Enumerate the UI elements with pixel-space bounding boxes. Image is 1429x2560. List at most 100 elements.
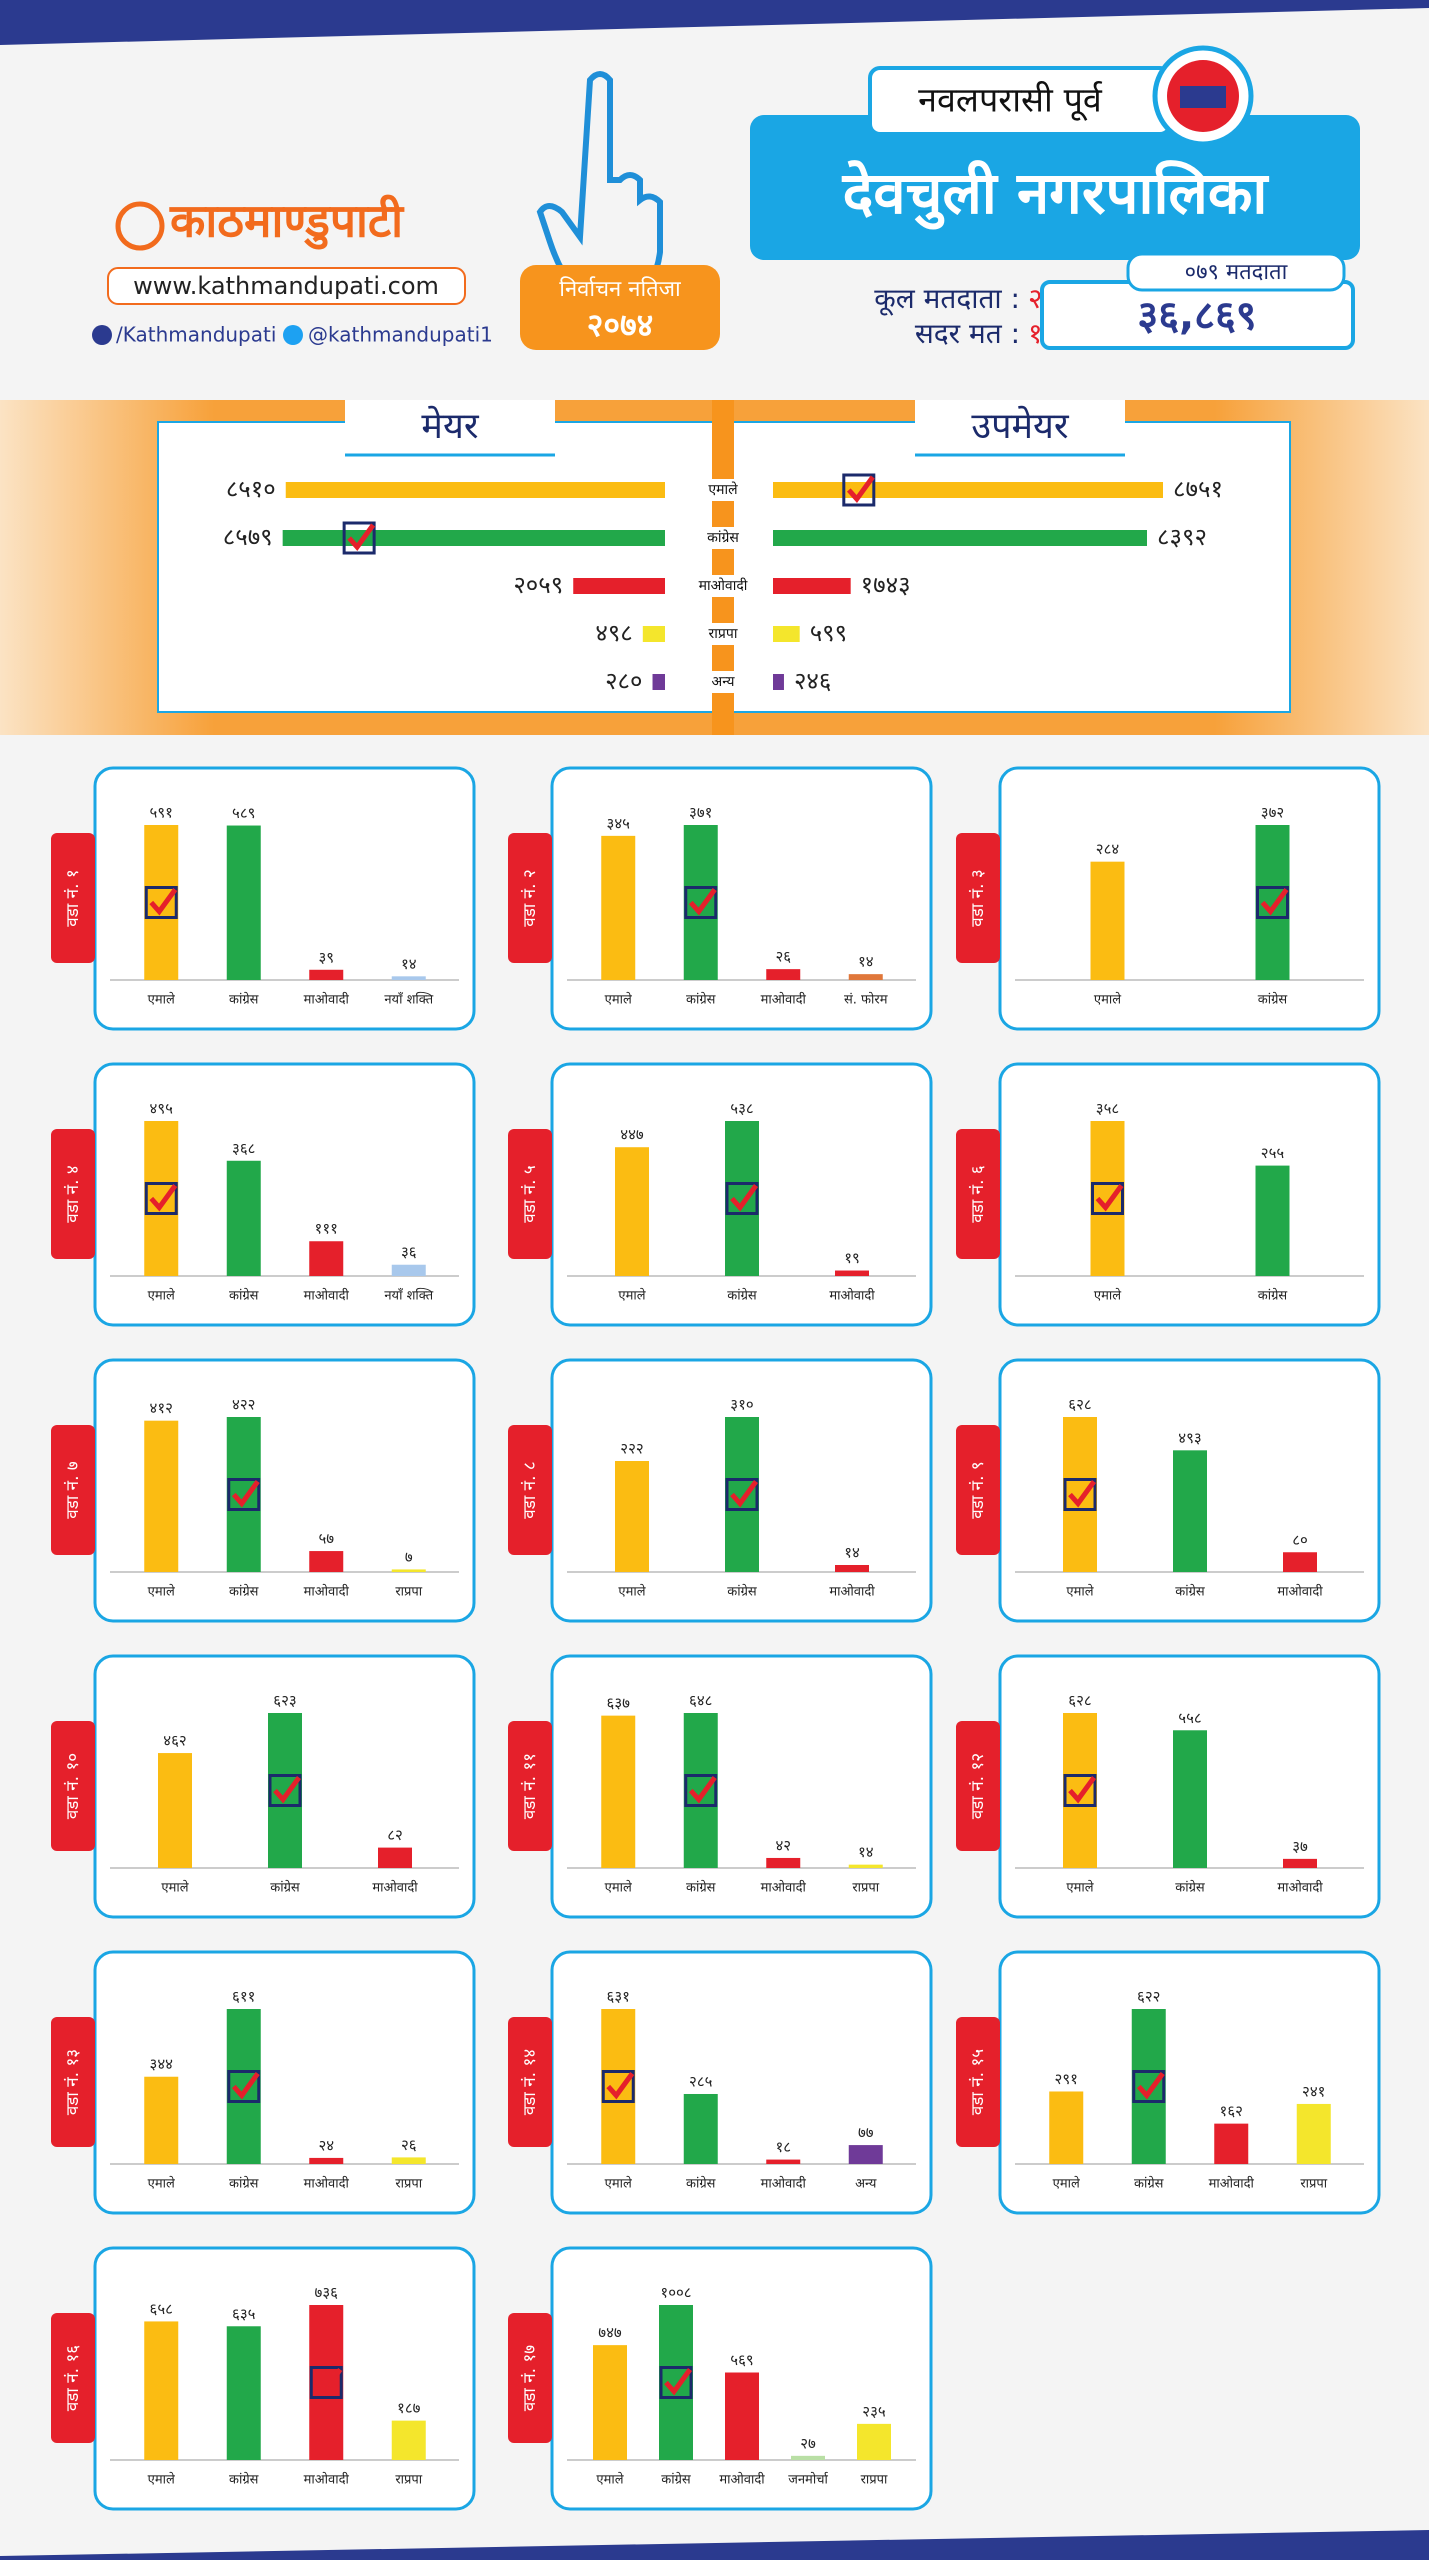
winner-tick (606, 2072, 635, 2100)
party-label-bg (695, 623, 751, 645)
bar (144, 1121, 179, 1276)
value-label: ४२२ (232, 1396, 255, 1414)
party-label: अन्य (712, 674, 736, 690)
category-label: कांग्रेस (229, 992, 259, 1008)
municipality-box (750, 115, 1360, 260)
winner-box (725, 1478, 759, 1511)
value-label: ४२ (775, 1836, 791, 1854)
winner-tick (664, 2368, 693, 2396)
value-label: १००८ (660, 2284, 691, 2302)
ward-label: वडा नं. ७ (63, 1461, 83, 1519)
bar (835, 1270, 869, 1276)
winner-tick (149, 888, 178, 916)
mayor-tab (345, 400, 555, 455)
bar (835, 1565, 869, 1572)
bar (773, 530, 1148, 546)
bar (391, 2420, 426, 2460)
party-label: एमाले (708, 481, 738, 498)
bar (1131, 2009, 1166, 2164)
value-label: ४१२ (150, 1399, 173, 1417)
bar (226, 2326, 261, 2460)
bar (1090, 1121, 1125, 1276)
bar (725, 2372, 759, 2460)
bottom-strip (0, 2530, 1429, 2560)
winner-box (1132, 2070, 1166, 2103)
bar (725, 1417, 759, 1572)
winner-box (309, 2366, 343, 2399)
bar (309, 2157, 344, 2164)
category-label: नयाँ शक्ति (384, 1288, 433, 1304)
winner-tick (1095, 1184, 1124, 1212)
value-label: ३९ (318, 948, 334, 966)
category-label: एमाले (618, 1288, 645, 1304)
value-label: ८२ (387, 1826, 403, 1844)
category-label: कांग्रेस (686, 2176, 716, 2192)
voters-079-tab (1126, 252, 1346, 292)
winner-box (1063, 1478, 1097, 1511)
party-label-bg (695, 575, 751, 597)
bar (848, 2145, 883, 2164)
party-label-bg (695, 479, 751, 501)
website-box (107, 267, 466, 305)
badge-year: २०७४ (587, 306, 654, 344)
municipality: देवचुली नगरपालिका (842, 159, 1270, 230)
logo-icon (115, 201, 165, 251)
category-label: एमाले (605, 992, 632, 1008)
value-label: ७ (405, 1548, 413, 1566)
category-label: एमाले (605, 1880, 632, 1896)
bar (226, 2009, 261, 2164)
party-label: कांग्रेस (707, 529, 739, 546)
bar (1063, 1417, 1097, 1572)
value-label: ३७२ (1261, 804, 1284, 822)
category-label: एमाले (1066, 1584, 1093, 1600)
value-label: ४४७ (620, 1126, 644, 1144)
winner-box (842, 473, 876, 507)
winner-tick (688, 888, 717, 916)
value-label: ७४७ (598, 2324, 622, 2342)
party-label: राप्रपा (709, 626, 738, 642)
ward-tab (51, 2313, 95, 2443)
value-label: १४ (858, 1843, 874, 1861)
winner-box (1063, 1774, 1097, 1807)
category-label: एमाले (148, 1584, 175, 1600)
ward-label: वडा नं. १२ (968, 1753, 988, 1819)
category-label: माओवादी (372, 1880, 418, 1896)
value-label: ५३८ (730, 1100, 753, 1118)
valid-votes-label: सदर मत : (915, 317, 1020, 350)
category-label: एमाले (148, 2472, 175, 2488)
winner-box (659, 2366, 693, 2399)
ward-tab (508, 1721, 552, 1851)
ward-label: वडा नं. १४ (520, 2049, 540, 2115)
winner-tick (273, 1776, 302, 1804)
bar (1173, 1450, 1207, 1572)
ward-tab (508, 1425, 552, 1555)
bar (391, 976, 426, 980)
bar (766, 1857, 801, 1868)
category-label: एमाले (618, 1584, 645, 1600)
winner-tick (1136, 2072, 1165, 2100)
bar (766, 2159, 801, 2164)
category-label: माओवादी (304, 1584, 350, 1600)
category-label: एमाले (148, 992, 175, 1008)
ward-label: वडा नं. १५ (968, 2049, 988, 2115)
value-label: २६ (775, 948, 791, 966)
ward-tab (508, 2313, 552, 2443)
bar (282, 530, 665, 546)
bar (1255, 1165, 1290, 1276)
value-label: २८४ (1096, 840, 1120, 858)
value-label: १४ (844, 1544, 860, 1562)
category-label: राप्रपा (395, 1585, 422, 1600)
party-label: माओवादी (699, 577, 748, 594)
bar (144, 1420, 179, 1572)
value-label: ७३६ (315, 2284, 339, 2302)
bar (1296, 2103, 1331, 2164)
ward-label: वडा नं. २ (520, 869, 540, 926)
winner-box (684, 1774, 718, 1807)
value-label: २६ (401, 2136, 417, 2154)
winner-tick (730, 1480, 759, 1508)
ward-tab (51, 2017, 95, 2147)
ward-tab (51, 1425, 95, 1555)
winner-box (268, 1774, 302, 1807)
bar (268, 1713, 302, 1868)
category-label: जनमोर्चा (788, 2472, 829, 2488)
